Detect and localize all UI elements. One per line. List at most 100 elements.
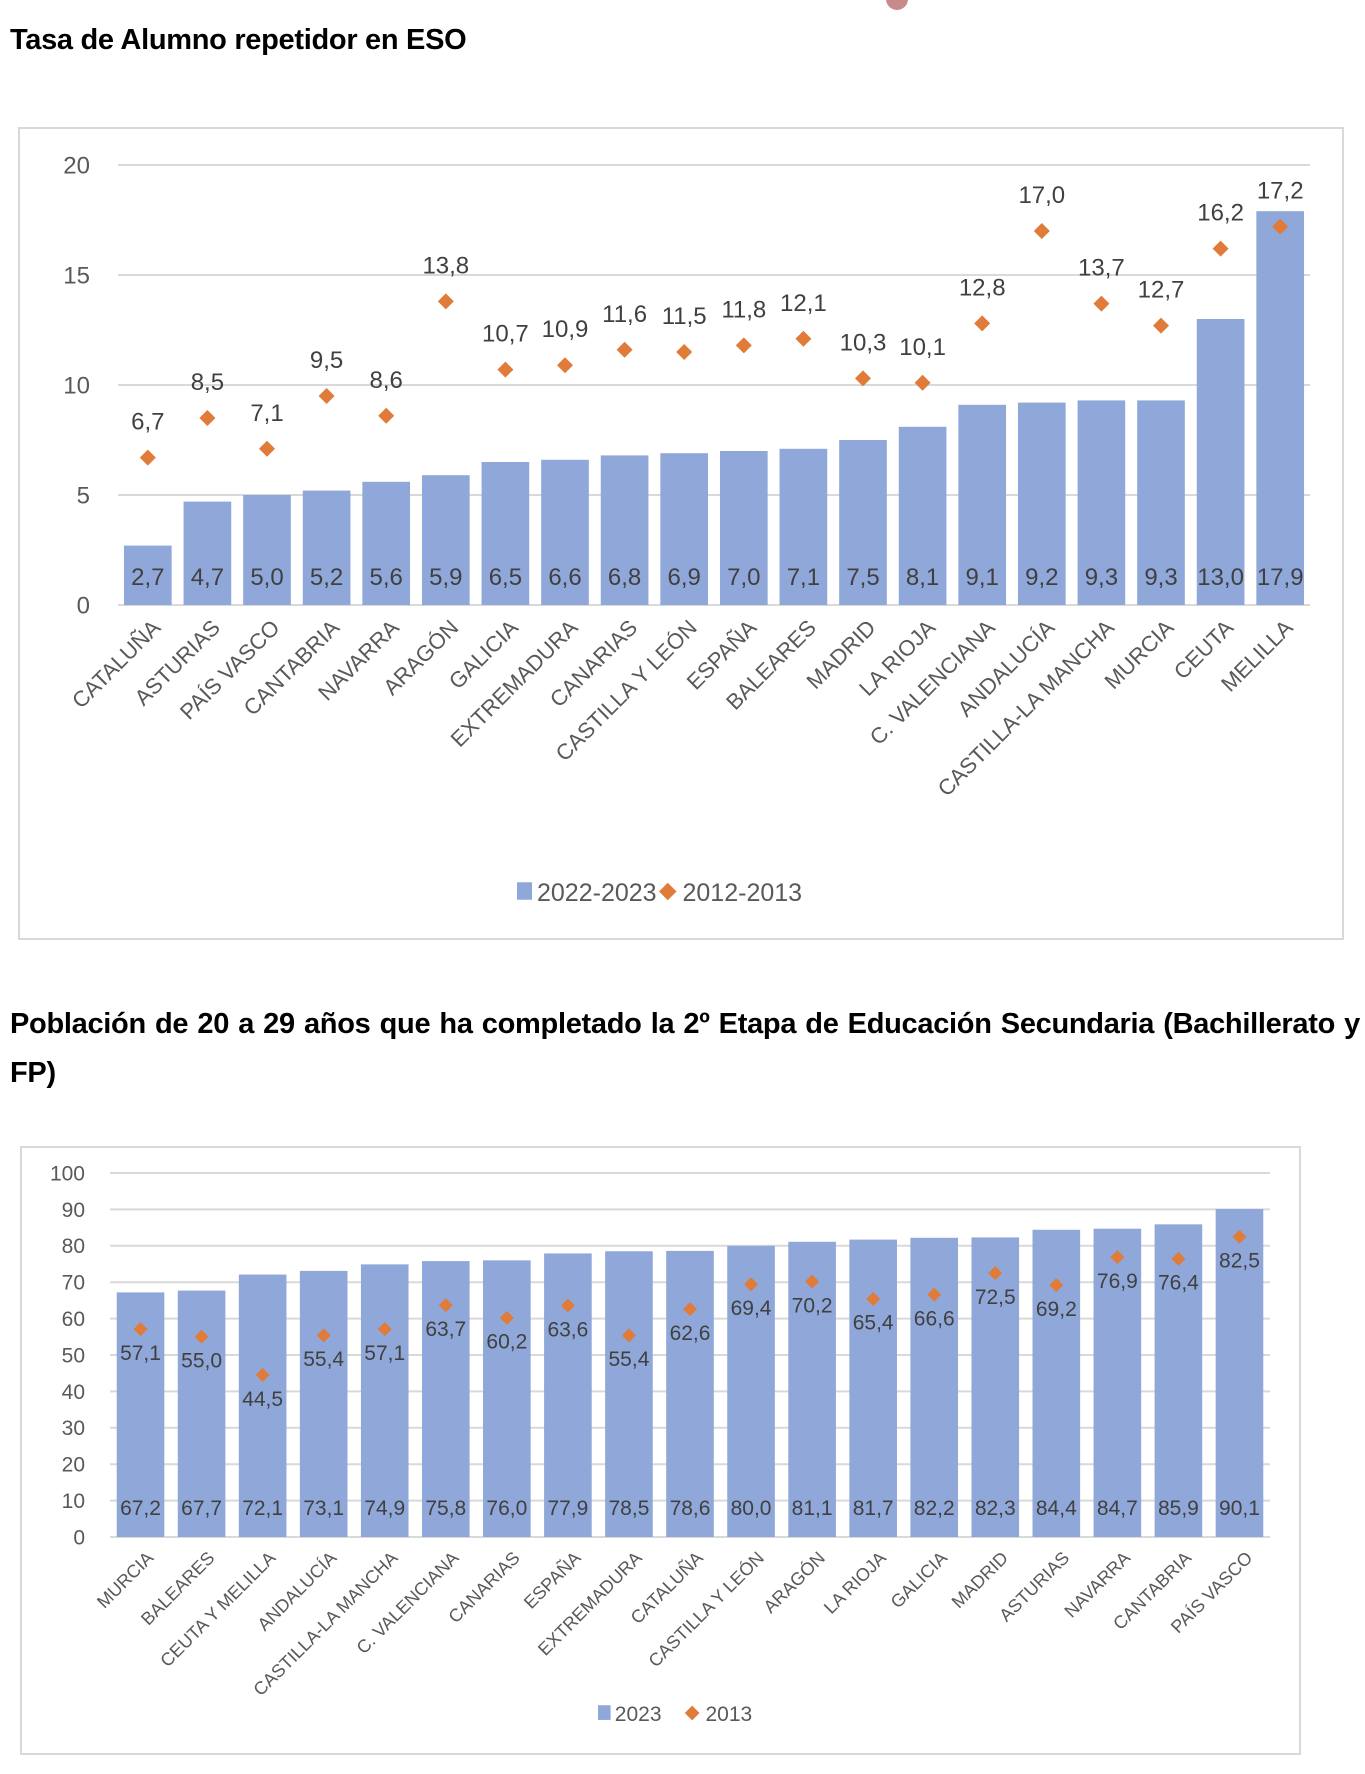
bar-2022-2023 — [839, 440, 887, 605]
bar-value-label: 5,2 — [310, 564, 343, 591]
marker-value-label: 66,6 — [914, 1307, 955, 1330]
marker-value-label: 55,0 — [181, 1350, 222, 1373]
marker-2013 — [194, 1329, 209, 1344]
marker-value-label: 11,6 — [602, 301, 647, 328]
bar-value-label: 90,1 — [1219, 1497, 1260, 1520]
marker-2012-2013 — [199, 410, 216, 426]
marker-2012-2013 — [318, 388, 335, 404]
bar-2023 — [1154, 1224, 1203, 1537]
bar-2022-2023 — [1017, 402, 1066, 605]
bar-2022-2023 — [541, 459, 589, 605]
marker-value-label: 17,0 — [1018, 182, 1065, 209]
marker-2013 — [683, 1302, 697, 1317]
bar-value-label: 85,9 — [1158, 1497, 1199, 1520]
y-tick-label: 50 — [62, 1344, 85, 1367]
marker-2012-2013 — [497, 361, 514, 378]
bar-value-label: 80,0 — [731, 1497, 772, 1520]
bar-2022-2023 — [481, 462, 530, 605]
marker-value-label: 9,5 — [310, 347, 343, 374]
bar-value-label: 72,1 — [242, 1497, 283, 1520]
bar-value-label: 82,3 — [975, 1497, 1016, 1520]
marker-value-label: 12,1 — [780, 290, 827, 317]
legend-swatch-square-icon — [517, 882, 532, 900]
x-category-label: C. VALENCIANA — [353, 1548, 463, 1658]
decorative-circle-mark — [886, 0, 908, 10]
bar-2022-2023 — [243, 495, 291, 605]
marker-value-label: 63,6 — [547, 1318, 588, 1341]
bar-2023 — [483, 1260, 531, 1537]
marker-value-label: 8,6 — [370, 367, 403, 394]
bar-value-label: 75,8 — [425, 1497, 466, 1520]
x-category-label: EXTREMADURA — [534, 1548, 646, 1660]
marker-2013 — [744, 1277, 759, 1292]
y-tick-label: 20 — [63, 152, 90, 179]
bar-value-label: 6,5 — [489, 564, 522, 591]
marker-2012-2013 — [795, 330, 812, 347]
marker-2013 — [438, 1298, 453, 1313]
marker-2013 — [805, 1274, 820, 1289]
x-category-label: CASTILLA Y LEÓN — [644, 1547, 768, 1671]
marker-value-label: 10,3 — [840, 329, 887, 356]
legend-swatch-diamond-icon — [684, 1705, 700, 1721]
bar-value-label: 5,0 — [250, 564, 283, 591]
bar-2022-2023 — [183, 501, 232, 605]
y-tick-label: 40 — [62, 1381, 85, 1404]
bar-2022-2023 — [1196, 319, 1245, 605]
bar-2023 — [1093, 1228, 1142, 1537]
marker-2012-2013 — [378, 407, 395, 424]
marker-2013 — [133, 1322, 148, 1337]
bar-2022-2023 — [898, 426, 947, 605]
bar-value-label: 67,7 — [181, 1497, 222, 1520]
marker-value-label: 82,5 — [1219, 1250, 1260, 1273]
bar-2022-2023 — [719, 451, 768, 605]
y-tick-label: 5 — [77, 482, 90, 509]
x-category-label: LA RIOJA — [820, 1548, 890, 1618]
bar-2022-2023 — [362, 481, 411, 605]
y-tick-label: 15 — [63, 262, 90, 289]
bar-value-label: 73,1 — [303, 1497, 344, 1520]
bar-2023 — [910, 1237, 959, 1537]
bar-2022-2023 — [779, 448, 828, 605]
marker-2013 — [560, 1298, 575, 1313]
marker-2013 — [316, 1328, 331, 1343]
marker-value-label: 76,4 — [1158, 1272, 1199, 1295]
bar-2023 — [849, 1239, 897, 1537]
marker-value-label: 12,8 — [959, 274, 1006, 301]
marker-2013 — [621, 1328, 636, 1343]
marker-value-label: 72,5 — [975, 1286, 1016, 1309]
marker-2013 — [499, 1310, 514, 1325]
marker-value-label: 65,4 — [853, 1312, 894, 1335]
marker-value-label: 70,2 — [792, 1294, 833, 1317]
bar-value-label: 6,6 — [548, 564, 581, 591]
legend-label: 2012-2013 — [683, 879, 803, 907]
marker-value-label: 6,7 — [131, 409, 164, 436]
bar-value-label: 7,0 — [727, 564, 760, 591]
bar-value-label: 17,9 — [1257, 564, 1304, 591]
bar-value-label: 5,6 — [370, 564, 403, 591]
marker-value-label: 13,7 — [1078, 255, 1125, 282]
bar-2023 — [238, 1274, 287, 1537]
bar-value-label: 78,6 — [670, 1497, 711, 1520]
x-category-label: CEUTA Y MELILLA — [156, 1548, 279, 1671]
marker-2012-2013 — [676, 344, 693, 360]
marker-value-label: 55,4 — [303, 1348, 344, 1371]
bar-value-label: 77,9 — [547, 1497, 588, 1520]
marker-value-label: 12,7 — [1138, 277, 1185, 304]
bar-value-label: 8,1 — [906, 564, 939, 591]
bar-2023 — [299, 1270, 348, 1537]
marker-value-label: 8,5 — [191, 369, 224, 396]
legend: 2023 2013 — [598, 1703, 752, 1726]
bar-value-label: 78,5 — [609, 1497, 650, 1520]
y-tick-label: 70 — [62, 1272, 85, 1295]
bar-2023 — [1032, 1229, 1081, 1537]
bar-value-label: 2,7 — [131, 564, 164, 591]
y-tick-label: 30 — [62, 1417, 85, 1440]
y-tick-label: 20 — [62, 1454, 85, 1477]
marker-value-label: 17,2 — [1257, 178, 1304, 205]
marker-2013 — [927, 1287, 942, 1302]
bar-2023 — [666, 1250, 714, 1537]
bar-2022-2023 — [1077, 400, 1126, 605]
marker-value-label: 69,2 — [1036, 1298, 1077, 1321]
marker-2013 — [866, 1291, 881, 1306]
chart-2-heading: Población de 20 a 29 años que ha complet… — [10, 1008, 1360, 1089]
